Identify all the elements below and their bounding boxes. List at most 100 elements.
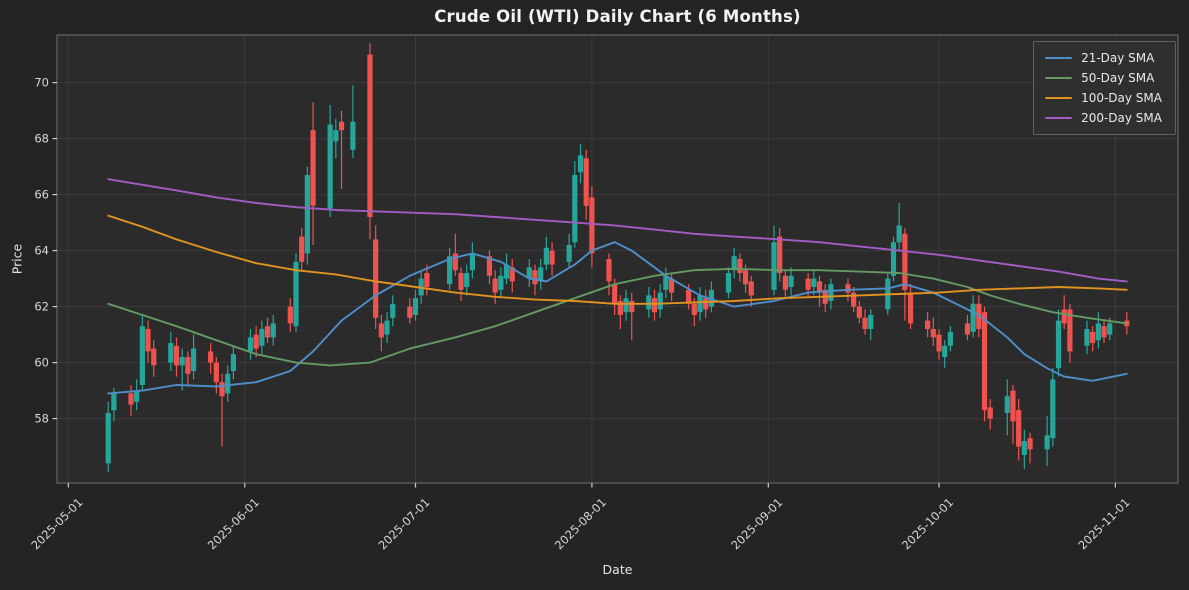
candle — [134, 379, 140, 411]
candle-body — [179, 357, 185, 366]
candle — [1095, 312, 1101, 349]
candle-body — [1021, 441, 1027, 455]
candle-body — [1004, 396, 1010, 413]
candle-body — [253, 334, 259, 349]
candle — [936, 329, 942, 360]
candle — [1044, 415, 1050, 467]
candle-body — [333, 130, 339, 142]
candle — [976, 295, 982, 338]
x-tick-label: 2025-10-01 — [899, 495, 956, 552]
candle — [1067, 303, 1073, 363]
candle — [862, 309, 868, 335]
candle — [327, 105, 333, 217]
candle-body — [566, 245, 572, 262]
x-tick-label: 2025-11-01 — [1075, 495, 1132, 552]
candle — [338, 110, 345, 189]
candle-body — [219, 382, 225, 397]
y-tick-label: 58 — [34, 412, 49, 426]
candle-body — [805, 278, 811, 290]
candle-body — [657, 292, 663, 310]
candle — [782, 270, 788, 299]
candle-body — [1090, 331, 1096, 343]
candle-body — [464, 273, 470, 287]
candle-body — [128, 393, 134, 405]
candle-body — [452, 253, 458, 271]
candle-body — [788, 275, 794, 287]
candle-body — [572, 175, 578, 243]
candle — [697, 287, 703, 321]
candle — [851, 287, 857, 313]
x-axis-label: Date — [602, 562, 633, 577]
candle-body — [532, 270, 538, 285]
candles-layer — [105, 43, 1130, 472]
candle — [173, 337, 180, 377]
candle-body — [225, 373, 231, 394]
legend-label: 100-Day SMA — [1081, 91, 1162, 105]
candle-body — [486, 256, 493, 276]
y-axis-label: Price — [9, 243, 25, 275]
candle — [168, 331, 174, 371]
legend-item-100-day-sma: 100-Day SMA — [1045, 91, 1162, 105]
candle-body — [936, 334, 942, 352]
candle — [264, 317, 271, 343]
candle — [987, 399, 993, 430]
candle — [651, 289, 658, 321]
candle — [1004, 379, 1010, 436]
candle — [407, 298, 413, 324]
candle-body — [845, 284, 851, 293]
candle-body — [378, 323, 384, 338]
candle — [458, 267, 464, 301]
legend-line-swatch — [1045, 56, 1073, 60]
candle-body — [731, 256, 737, 271]
candle-body — [509, 267, 515, 282]
candle — [452, 233, 458, 276]
legend-label: 200-Day SMA — [1081, 111, 1162, 125]
candle — [657, 284, 663, 318]
x-tick-label: 2025-06-01 — [205, 495, 262, 552]
candle — [304, 166, 310, 265]
candle-body — [612, 284, 618, 304]
candle-body — [583, 158, 589, 206]
candle-body — [327, 124, 333, 209]
candle-body — [111, 393, 117, 411]
candle — [128, 385, 134, 416]
candle-body — [1055, 320, 1062, 369]
candle-body — [538, 267, 544, 282]
candle — [230, 345, 237, 380]
legend: 21-Day SMA 50-Day SMA 100-Day SMA 200-Day S… — [1033, 41, 1176, 135]
candle-body — [742, 270, 749, 285]
candle-body — [697, 295, 703, 313]
candle-body — [1084, 329, 1090, 346]
candle-body — [606, 259, 612, 282]
candle-body — [134, 390, 140, 402]
candle — [1010, 385, 1016, 444]
candle — [310, 102, 316, 245]
candle-body — [185, 357, 191, 374]
legend-label: 50-Day SMA — [1081, 71, 1155, 85]
x-tick-label: 2025-05-01 — [28, 495, 85, 552]
candle-body — [987, 407, 993, 419]
y-tick-label: 66 — [34, 188, 49, 202]
candle — [270, 315, 276, 346]
candle — [373, 225, 379, 329]
candle — [646, 287, 652, 318]
candle — [367, 43, 373, 240]
candle — [486, 250, 493, 285]
candle-body — [748, 281, 754, 296]
candle-body — [492, 278, 498, 293]
candle-body — [942, 345, 948, 357]
candle-body — [549, 250, 555, 265]
x-tick-label: 2025-07-01 — [375, 495, 432, 552]
candle-body — [964, 323, 971, 335]
candle — [623, 289, 629, 321]
candle — [668, 273, 675, 301]
candle — [629, 292, 635, 341]
y-tick-label: 70 — [34, 76, 49, 90]
candle — [145, 320, 151, 363]
candle — [498, 267, 504, 299]
candle — [577, 144, 584, 184]
legend-line-swatch — [1045, 96, 1073, 100]
candle-body — [651, 298, 658, 313]
legend-line-swatch — [1045, 116, 1073, 120]
